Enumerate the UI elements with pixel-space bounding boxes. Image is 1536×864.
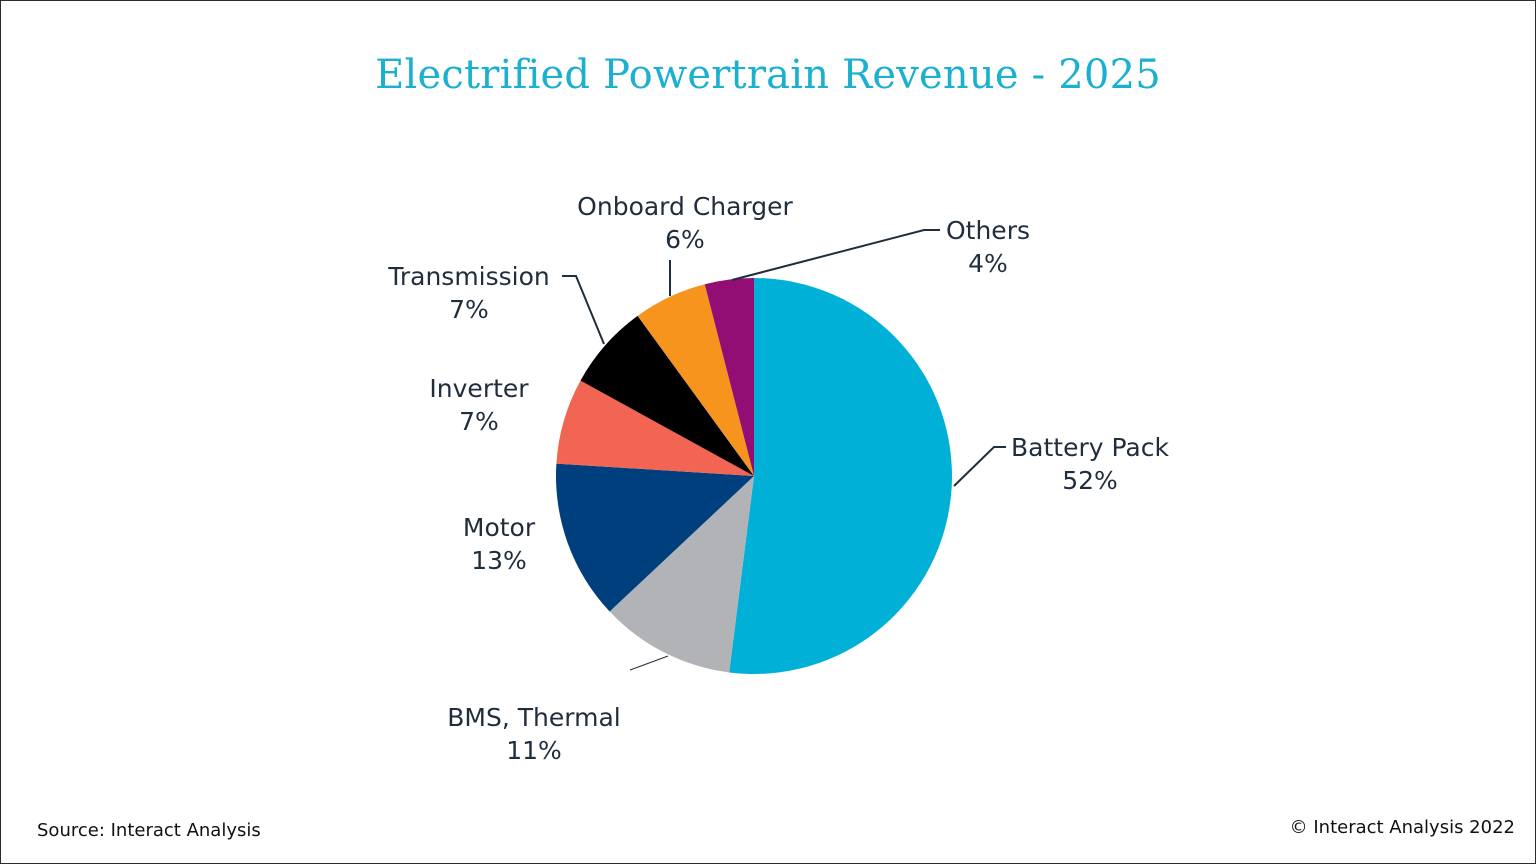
source-note: Source: Interact Analysis [37,820,261,841]
pie-slice-battery-pack [729,278,952,674]
copyright-note: © Interact Analysis 2022 [1289,817,1515,838]
slice-value-others: 4% [968,249,1008,278]
chart-title: Electrified Powertrain Revenue - 2025 [375,52,1161,98]
slice-value-onboard-charger: 6% [665,225,705,254]
leader-line-others [731,229,940,281]
slice-label-onboard-charger: Onboard Charger [577,192,793,221]
leader-line-transmission [562,275,605,345]
pie-slice-motor [556,463,754,612]
slice-value-motor: 13% [471,546,527,575]
slice-label-motor: Motor [463,513,536,542]
leader-line-bms-thermal [629,655,669,671]
pie-slice-onboard-charger [637,284,754,476]
slice-value-battery-pack: 52% [1062,466,1118,495]
slice-label-inverter: Inverter [429,374,529,403]
pie-slice-transmission [580,315,754,476]
slice-value-inverter: 7% [459,407,499,436]
pie-slice-inverter [556,380,754,476]
slice-value-bms-thermal: 11% [506,736,562,765]
leader-lines [562,229,1006,671]
slice-labels: Battery Pack 52% BMS, Thermal 11% Motor 13% In… [387,192,1169,765]
leader-line-battery-pack [953,446,1006,487]
slice-label-others: Others [946,216,1030,245]
slice-label-transmission: Transmission [387,262,550,291]
pie-slice-others [704,278,754,476]
slice-label-bms-thermal: BMS, Thermal [447,703,620,732]
pie-slice-bms-thermal [609,476,754,673]
slice-label-battery-pack: Battery Pack [1011,433,1169,462]
pie-slices [556,278,952,674]
slice-value-transmission: 7% [449,295,489,324]
